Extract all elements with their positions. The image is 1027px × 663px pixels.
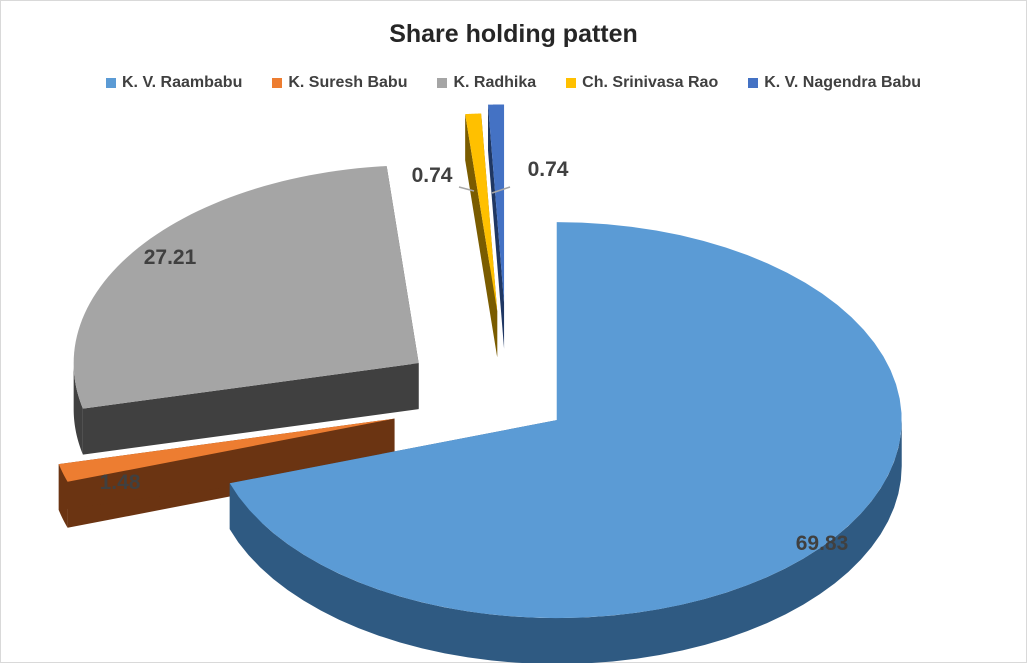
pie-slice-2	[73, 166, 419, 409]
chart-legend: K. V. Raambabu K. Suresh Babu K. Radhika…	[0, 74, 1027, 92]
legend-item-suresh-babu: K. Suresh Babu	[272, 74, 407, 92]
legend-label: Ch. Srinivasa Rao	[582, 74, 719, 91]
slice-side-1	[58, 418, 395, 528]
legend-swatch	[748, 78, 759, 88]
slice-side-4	[488, 104, 505, 349]
legend-label: K. Suresh Babu	[288, 74, 408, 91]
data-label-1: 1.48	[100, 471, 141, 494]
legend-label: K. V. Nagendra Babu	[764, 74, 921, 91]
legend-item-nagendra-babu: K. V. Nagendra Babu	[748, 74, 921, 92]
pie-slice-3	[465, 113, 498, 312]
pie-slice-4	[488, 104, 505, 303]
leader-line-3	[458, 186, 475, 192]
legend-swatch	[437, 78, 448, 88]
legend-swatch	[106, 78, 116, 88]
data-label-2: 27.21	[144, 246, 197, 269]
legend-item-radhika: K. Radhika	[437, 74, 536, 92]
leader-line-4	[491, 186, 511, 194]
legend-swatch	[272, 78, 283, 88]
data-label-0: 69.83	[796, 532, 849, 555]
legend-item-raambabu: K. V. Raambabu	[106, 74, 242, 92]
legend-item-srinivasa-rao: Ch. Srinivasa Rao	[566, 74, 718, 92]
data-label-4: 0.74	[528, 158, 569, 181]
legend-label: K. V. Raambabu	[122, 74, 243, 91]
pie-slice-1	[58, 418, 395, 482]
data-label-3: 0.74	[412, 164, 453, 187]
legend-label: K. Radhika	[453, 74, 537, 91]
legend-swatch	[566, 78, 577, 88]
pie-slice-0	[229, 222, 902, 619]
chart-title: Share holding patten	[389, 20, 638, 48]
